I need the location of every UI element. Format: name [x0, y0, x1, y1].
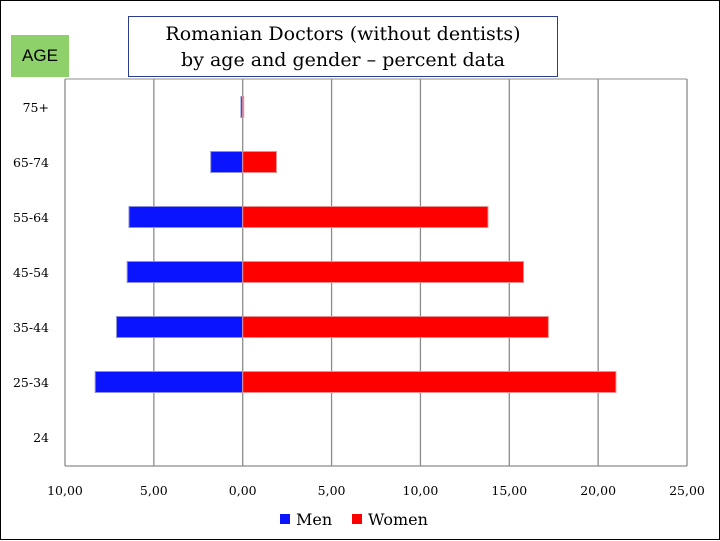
- x-tick-label-3: 5,00: [318, 483, 346, 498]
- bar-women-65-74: [242, 151, 277, 173]
- x-tick-label-6: 20,00: [580, 483, 616, 498]
- x-tick-label-2: 0,00: [229, 483, 257, 498]
- bar-men-55-64: [128, 206, 244, 228]
- bar-men-25-34: [94, 371, 244, 393]
- chart-title-line-2: by age and gender – percent data: [181, 49, 505, 71]
- legend-swatch-men: [280, 514, 290, 524]
- bar-men-35-44: [116, 316, 244, 338]
- bar-women-55-64: [242, 206, 489, 228]
- legend-label-women: Women: [368, 510, 428, 529]
- bar-women-25-34: [242, 371, 617, 393]
- y-tick-label-0: 75+: [23, 100, 49, 115]
- y-tick-label-3: 45-54: [13, 265, 49, 280]
- y-tick-label-4: 35-44: [13, 320, 49, 335]
- y-tick-label-2: 55-64: [13, 210, 49, 225]
- y-tick-label-1: 65-74: [13, 155, 49, 170]
- x-tick-label-4: 10,00: [403, 483, 439, 498]
- legend-swatch-women: [352, 514, 362, 524]
- y-axis-title: AGE: [11, 35, 69, 77]
- x-tick-label-7: 25,00: [669, 483, 705, 498]
- bar-women-35-44: [242, 316, 549, 338]
- legend-label-men: Men: [296, 510, 332, 529]
- y-tick-label-5: 25-34: [13, 375, 49, 390]
- bar-women-75+: [242, 96, 245, 118]
- y-axis-title-text: AGE: [22, 46, 58, 65]
- x-tick-label-1: 5,00: [140, 483, 168, 498]
- chart-title: Romanian Doctors (without dentists) by a…: [128, 16, 558, 77]
- x-tick-label-5: 15,00: [491, 483, 527, 498]
- bar-men-65-74: [210, 151, 244, 173]
- chart-title-line-1: Romanian Doctors (without dentists): [165, 23, 521, 45]
- bar-men-45-54: [126, 261, 244, 283]
- y-tick-label-6: 24: [33, 430, 49, 445]
- bar-women-45-54: [242, 261, 525, 283]
- x-tick-label-0: 10,00: [47, 483, 83, 498]
